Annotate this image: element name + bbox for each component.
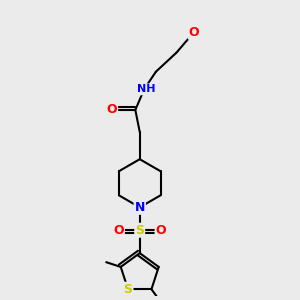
Text: S: S [135, 224, 144, 237]
Text: O: O [106, 103, 117, 116]
Text: O: O [113, 224, 124, 237]
Text: S: S [124, 283, 133, 296]
Text: N: N [134, 201, 145, 214]
Text: NH: NH [137, 84, 156, 94]
Text: O: O [189, 26, 199, 39]
Text: O: O [155, 224, 166, 237]
